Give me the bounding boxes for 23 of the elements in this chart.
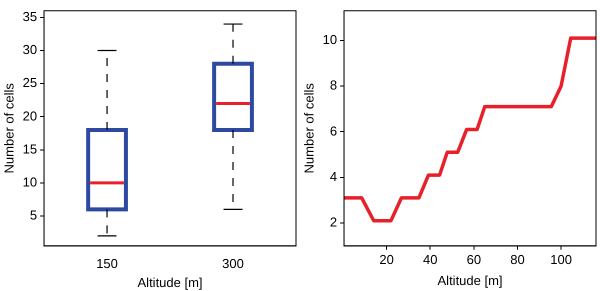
y-tick-label: 6 — [330, 123, 338, 138]
x-tick-label: 80 — [510, 252, 525, 268]
y-tick-label: 20 — [22, 108, 38, 124]
y-tick-label: 35 — [22, 9, 38, 24]
x-tick-label: 100 — [550, 252, 572, 268]
y-tick-label: 15 — [22, 141, 38, 156]
y-tick-label: 5 — [30, 208, 38, 223]
y-tick-label: 2 — [330, 214, 338, 230]
y-axis-title: Number of cells — [1, 82, 16, 174]
y-tick-label: 8 — [330, 78, 338, 93]
x-tick-label: 60 — [466, 252, 482, 268]
x-axis-title: Altitude [m] — [138, 274, 203, 290]
y-tick-label: 4 — [330, 168, 338, 184]
x-tick-label: 150 — [96, 256, 118, 272]
y-tick-label: 10 — [322, 32, 338, 48]
x-axis-title: Altitude [m] — [438, 272, 503, 288]
y-tick-label: 25 — [22, 75, 38, 90]
y-axis-title: Number of cells — [301, 82, 316, 174]
y-tick-label: 10 — [22, 174, 38, 190]
y-tick-label: 30 — [22, 42, 38, 58]
x-tick-label: 40 — [422, 252, 438, 268]
x-tick-label: 20 — [379, 252, 394, 268]
x-tick-label: 300 — [222, 256, 244, 272]
